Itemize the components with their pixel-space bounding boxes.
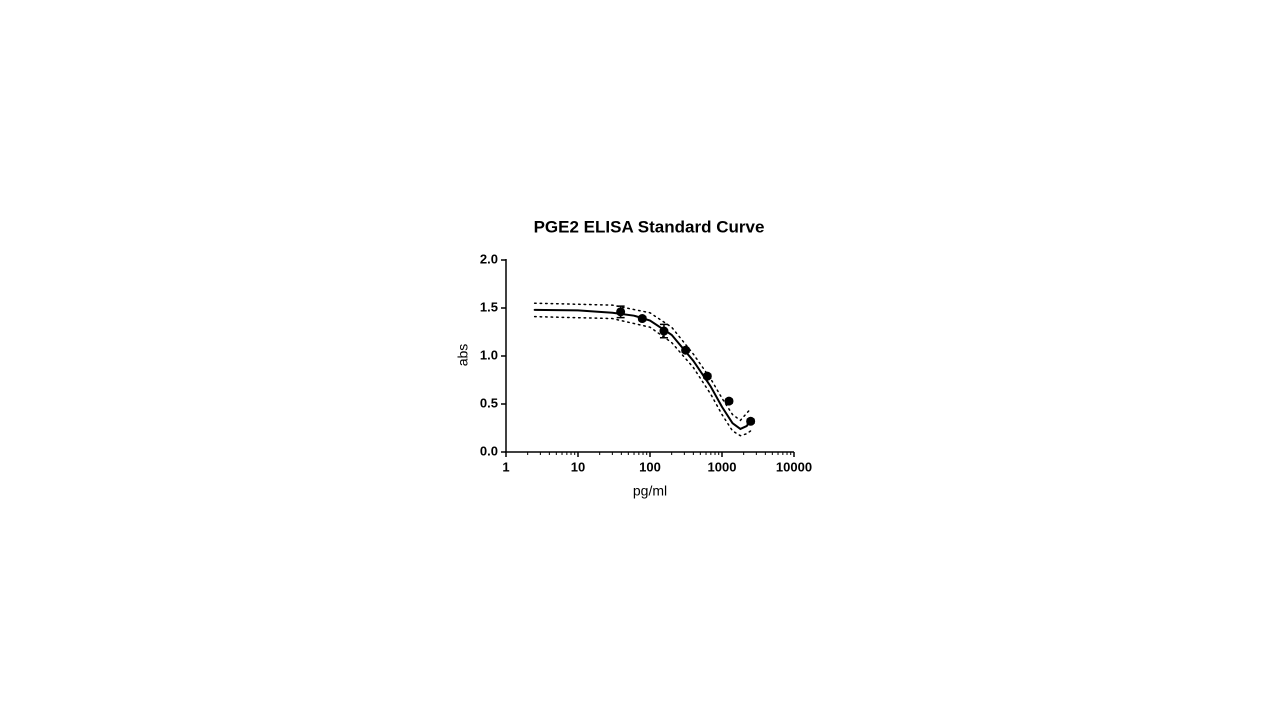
chart-title: PGE2 ELISA Standard Curve — [534, 217, 765, 236]
fit-curve — [533, 308, 752, 431]
x-tick-label: 100 — [639, 459, 661, 474]
data-point — [637, 314, 647, 324]
x-axis-label: pg/ml — [633, 483, 667, 499]
y-tick-label: 0.5 — [480, 395, 498, 410]
data-point — [681, 345, 691, 355]
confidence-band — [533, 302, 752, 422]
x-tick-label: 1 — [502, 459, 509, 474]
data-point — [724, 396, 734, 406]
y-axis-label: abs — [455, 344, 471, 367]
data-point — [616, 307, 626, 317]
data-point — [659, 326, 669, 336]
x-tick-label: 10 — [571, 459, 585, 474]
confidence-band — [533, 315, 752, 437]
y-tick-label: 2.0 — [480, 251, 498, 266]
data-point — [702, 371, 712, 381]
data-point — [746, 416, 756, 426]
y-tick-label: 1.0 — [480, 347, 498, 362]
y-tick-label: 1.5 — [480, 299, 498, 314]
x-tick-label: 10000 — [776, 459, 812, 474]
x-tick-label: 1000 — [708, 459, 737, 474]
y-tick-label: 0.0 — [480, 443, 498, 458]
